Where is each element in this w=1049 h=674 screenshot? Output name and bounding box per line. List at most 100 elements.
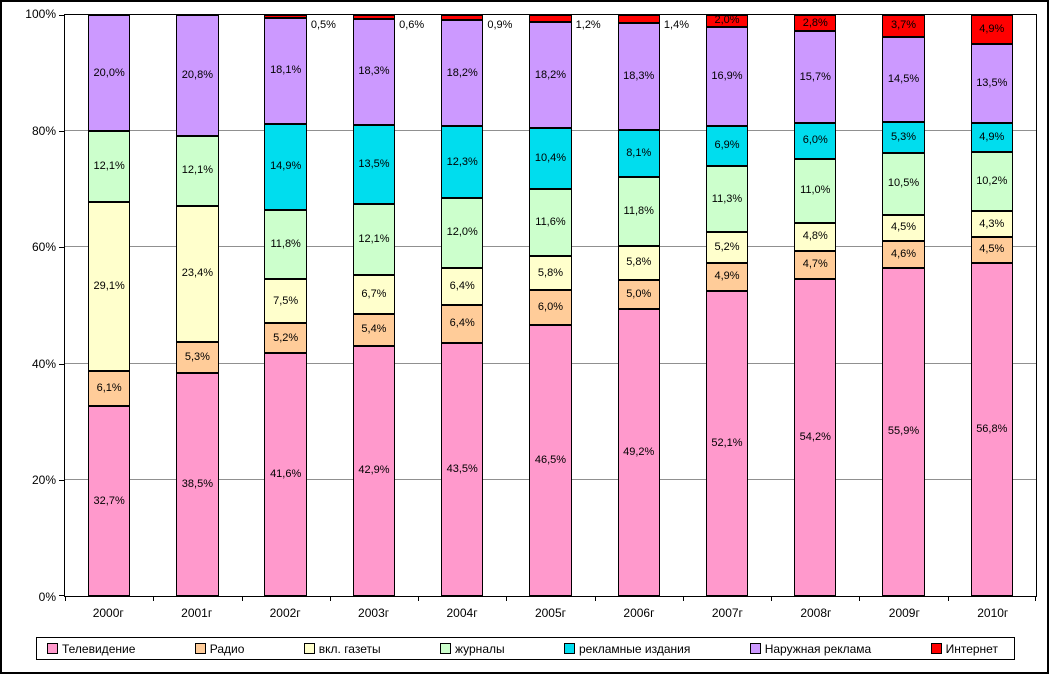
bar-segment: 5,3% [176, 341, 219, 373]
bar-segment: 18,1% [264, 17, 307, 124]
x-axis-tick [859, 596, 861, 601]
segment-value-label: 32,7% [93, 494, 125, 507]
bar-segment: 5,8% [529, 256, 572, 291]
category-column: 38,5% 5,3% 23,4% 12,1% 20,8% [153, 15, 241, 596]
segment-value-label: 20,8% [181, 68, 213, 81]
bar-segment [441, 15, 484, 21]
segment-value-label: 4,3% [979, 217, 1005, 230]
category-column: 41,6% 5,2% 7,5% 11,8% 14,9% 18,1% 0,5% [242, 15, 336, 596]
bar-segment: 32,7% [87, 406, 131, 596]
bar-segment: 6,9% [705, 125, 749, 166]
y-tick-label: 60% [31, 240, 56, 255]
bar-segment: 13,5% [970, 43, 1013, 123]
bar-segment: 11,3% [705, 165, 749, 233]
x-axis-tick [418, 596, 420, 601]
y-axis-tick [59, 131, 65, 133]
segment-value-label: 11,3% [711, 192, 743, 205]
y-axis-labels: 0% 20% 40% 60% 80% 100% [2, 8, 58, 603]
stacked-bar: 56,8% 4,5% 4,3% 10,2% 4,9% 13,5% 4,9% [970, 15, 1013, 596]
category-column: 54,2% 4,7% 4,8% 11,0% 6,0% 15,7% 2,8% [771, 15, 859, 596]
legend-swatch [194, 643, 206, 654]
segment-value-label: 16,9% [711, 69, 743, 82]
y-tick-label: 80% [31, 123, 56, 138]
segment-value-label: 5,3% [890, 130, 917, 143]
bar-segment: 7,5% [264, 279, 307, 324]
bar-segment: 14,9% [264, 123, 307, 211]
segment-value-label: 14,5% [887, 72, 920, 85]
x-category-label: 2000г [92, 606, 124, 620]
legend-swatch [563, 643, 575, 654]
segment-value-label: 4,8% [802, 230, 828, 243]
bar-segment: 18,3% [617, 23, 660, 130]
y-axis-tick [59, 15, 65, 16]
segment-value-label-outside: 0,9% [487, 19, 513, 31]
bar-segment: 5,4% [352, 313, 396, 346]
y-axis-tick [59, 247, 65, 249]
bar-segment: 18,2% [529, 22, 572, 129]
bar-segment: 52,1% [705, 291, 749, 596]
segment-value-label-outside: 1,2% [575, 19, 601, 31]
bar-segment: 56,8% [970, 263, 1013, 596]
segment-value-label: 55,9% [887, 425, 920, 438]
bar-segment: 46,5% [529, 325, 572, 596]
bar-segment: 18,2% [441, 20, 484, 127]
legend-label: Интернет [945, 641, 998, 656]
stacked-bar: 32,7% 6,1% 29,1% 12,1% 20,0% [87, 15, 131, 596]
segment-value-label: 2,0% [714, 14, 740, 27]
segment-value-label: 12,1% [358, 233, 390, 246]
legend-label: Наружная реклама [764, 641, 872, 656]
bar-segment: 13,5% [352, 125, 396, 205]
segment-value-label: 12,3% [446, 155, 478, 168]
x-axis-tick [771, 596, 773, 601]
y-tick-label: 40% [31, 356, 56, 371]
stacked-bar: 43,5% 6,4% 6,4% 12,0% 12,3% 18,2% 0,9% [441, 15, 512, 596]
bar-segment: 11,8% [264, 210, 307, 280]
segment-value-label: 6,0% [802, 134, 828, 147]
bar-segment: 5,2% [705, 232, 749, 263]
x-axis-tick [947, 596, 949, 601]
bar-segment: 29,1% [87, 201, 131, 371]
x-category-label: 2007г [711, 606, 743, 620]
bar-segment [617, 15, 660, 24]
segment-value-label: 2,8% [802, 16, 828, 29]
bar-segment: 5,2% [264, 323, 307, 354]
segment-value-label: 18,2% [446, 66, 478, 79]
segment-value-label: 15,7% [799, 70, 831, 83]
bar-segment: 4,3% [970, 211, 1013, 237]
legend-swatch [439, 643, 451, 654]
x-category-label: 2008г [800, 606, 832, 620]
category-column: 55,9% 4,6% 4,5% 10,5% 5,3% 14,5% 3,7% [859, 15, 947, 596]
category-column: 32,7% 6,1% 29,1% 12,1% 20,0% [65, 15, 153, 596]
stacked-bar: 55,9% 4,6% 4,5% 10,5% 5,3% 14,5% 3,7% [882, 15, 925, 596]
y-axis-tick [59, 595, 65, 596]
bar-segment: 4,9% [970, 122, 1013, 152]
bar-segment: 4,7% [794, 251, 837, 279]
segment-value-label: 29,1% [93, 279, 125, 292]
bar-segment: 14,5% [882, 36, 925, 122]
bar-segment: 12,0% [441, 198, 484, 268]
bar-segment: 18,3% [352, 18, 396, 126]
segment-value-label: 5,4% [361, 323, 387, 336]
segment-value-label: 3,7% [890, 19, 917, 32]
segment-value-label: 4,9% [714, 270, 740, 283]
bar-segment: 6,4% [441, 305, 484, 343]
bar-segment: 5,3% [882, 121, 925, 153]
legend-label: вкл. газеты [318, 641, 381, 656]
segment-value-label: 6,7% [361, 287, 387, 300]
y-axis-tick [59, 479, 65, 481]
x-axis-tick [241, 596, 243, 601]
segment-value-label: 4,6% [890, 247, 917, 260]
stacked-bar: 54,2% 4,7% 4,8% 11,0% 6,0% 15,7% 2,8% [794, 15, 837, 596]
segment-value-label: 18,3% [623, 70, 655, 83]
bar-segment: 10,4% [529, 128, 572, 189]
x-category-label: 2003г [358, 606, 390, 620]
category-column: 56,8% 4,5% 4,3% 10,2% 4,9% 13,5% 4,9% [948, 15, 1036, 596]
bar-segment: 4,9% [970, 15, 1013, 44]
bar-segment: 38,5% [176, 372, 219, 596]
bar-segment: 4,8% [794, 222, 837, 252]
bar-segment: 3,7% [882, 15, 925, 37]
segment-value-label: 5,0% [626, 287, 652, 300]
segment-value-label: 11,8% [623, 205, 654, 218]
segment-value-label: 11,0% [800, 184, 831, 197]
x-axis-tick [506, 596, 508, 601]
